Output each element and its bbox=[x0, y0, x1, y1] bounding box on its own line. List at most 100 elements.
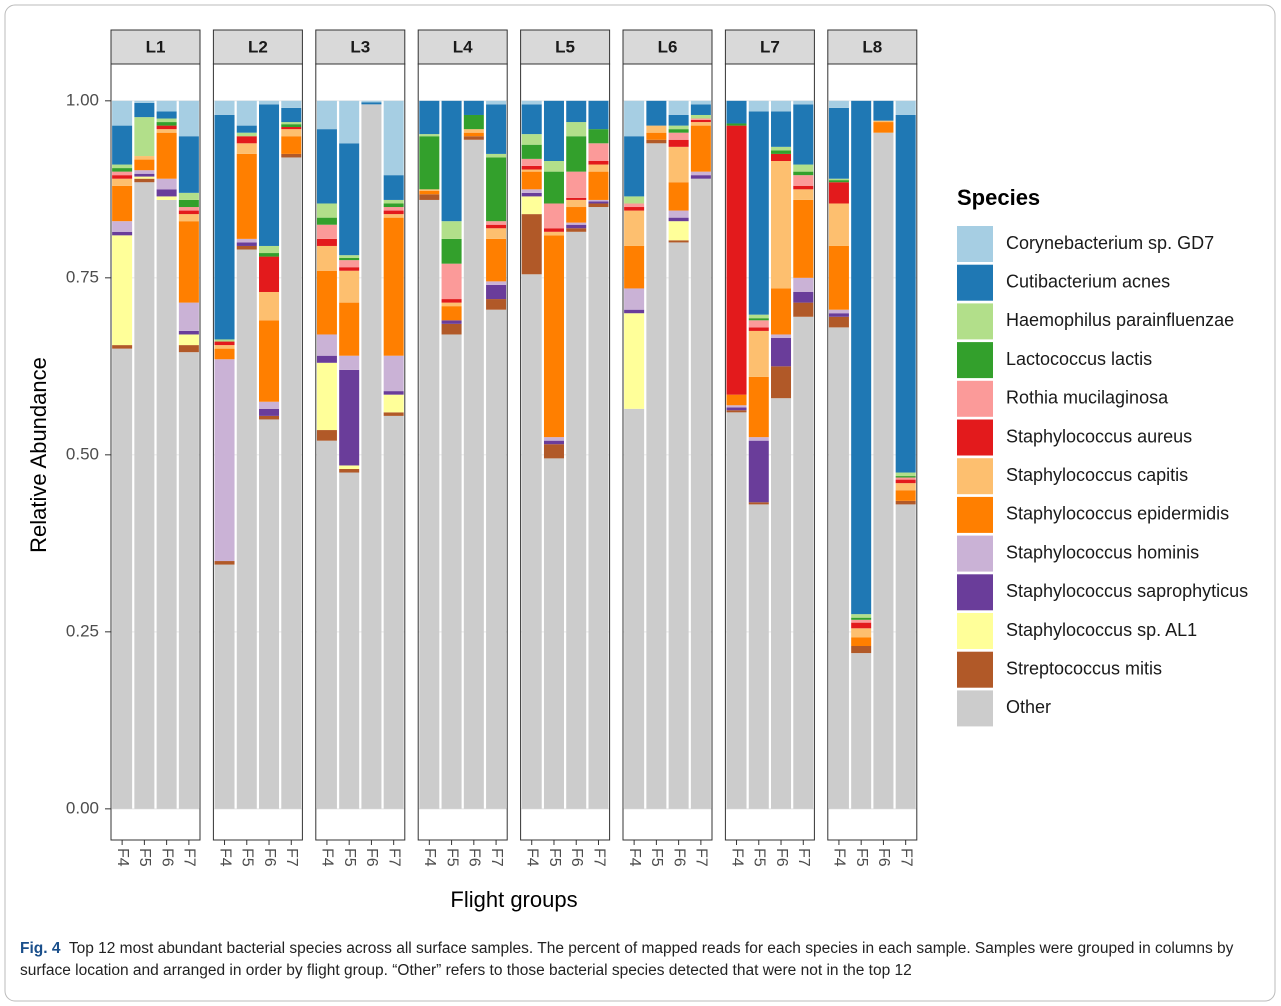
strip bbox=[212, 29, 303, 65]
bar-segment bbox=[259, 100, 280, 105]
bar-segment bbox=[771, 161, 792, 289]
bar-segment bbox=[214, 339, 235, 342]
bar-segment bbox=[156, 132, 177, 179]
bar-segment bbox=[178, 136, 199, 193]
bar-segment bbox=[646, 125, 667, 133]
bar-segment bbox=[793, 171, 814, 176]
bar-segment bbox=[543, 228, 564, 232]
bar-segment bbox=[895, 477, 916, 480]
x-tick-label: F5 bbox=[341, 848, 358, 867]
bar-segment bbox=[486, 224, 507, 229]
x-tick-label: F7 bbox=[693, 848, 710, 867]
panel-border bbox=[622, 63, 713, 841]
panel-border bbox=[724, 63, 815, 841]
bar-segment bbox=[793, 291, 814, 303]
bar-segment bbox=[793, 164, 814, 172]
bar-segment bbox=[134, 156, 155, 160]
bar-segment bbox=[178, 210, 199, 215]
bar-segment bbox=[588, 201, 609, 204]
bar-segment bbox=[316, 245, 337, 271]
bar-segment bbox=[690, 119, 711, 123]
y-tick-label: 0.50 bbox=[66, 444, 99, 463]
bar-segment bbox=[895, 483, 916, 491]
bar-segment bbox=[895, 114, 916, 473]
bar-segment bbox=[441, 323, 462, 335]
legend-key bbox=[957, 303, 993, 340]
bar-segment bbox=[281, 107, 302, 123]
bar-segment bbox=[828, 316, 849, 328]
bar-segment bbox=[419, 199, 440, 809]
bar-segment bbox=[624, 136, 645, 197]
legend-label: Staphylococcus epidermidis bbox=[1006, 504, 1229, 524]
bar-segment bbox=[236, 136, 257, 144]
x-tick-label: F6 bbox=[875, 848, 892, 867]
bar-segment bbox=[543, 171, 564, 204]
bar-segment bbox=[793, 302, 814, 317]
bar-segment bbox=[771, 111, 792, 147]
bar-segment bbox=[543, 100, 564, 161]
bar-segment bbox=[668, 139, 689, 147]
legend-label: Haemophilus parainfluenzae bbox=[1006, 310, 1234, 330]
y-tick-label: 0.25 bbox=[66, 621, 99, 640]
panel-label: L6 bbox=[658, 37, 678, 56]
bar-segment bbox=[281, 153, 302, 158]
bar-segment bbox=[178, 334, 199, 346]
bar-segment bbox=[521, 144, 542, 159]
x-tick-label: F6 bbox=[466, 848, 483, 867]
bar-segment bbox=[895, 476, 916, 478]
bar-segment bbox=[748, 440, 769, 503]
y-tick-label: 0.75 bbox=[66, 267, 99, 286]
bar-segment bbox=[214, 348, 235, 360]
bar-segment bbox=[281, 157, 302, 809]
bar-segment bbox=[748, 330, 769, 377]
bar-segment bbox=[828, 180, 849, 183]
x-tick-label: F4 bbox=[728, 848, 745, 867]
bar-segment bbox=[178, 221, 199, 303]
bar-segment bbox=[419, 100, 440, 135]
strip bbox=[417, 29, 508, 65]
bar-segment bbox=[588, 203, 609, 208]
bar-segment bbox=[339, 468, 360, 473]
legend-label: Cutibacterium acnes bbox=[1006, 271, 1170, 291]
bar-segment bbox=[112, 221, 133, 232]
bar-segment bbox=[281, 129, 302, 137]
bar-segment bbox=[851, 622, 872, 629]
bar-segment bbox=[259, 320, 280, 402]
bar-segment bbox=[851, 100, 872, 615]
bar-segment bbox=[441, 238, 462, 264]
bar-segment bbox=[463, 114, 484, 130]
bar-segment bbox=[486, 281, 507, 285]
bar-segment bbox=[236, 238, 257, 243]
legend-key bbox=[957, 535, 993, 572]
bar-segment bbox=[339, 143, 360, 256]
legend-key bbox=[957, 690, 993, 727]
bar-segment bbox=[566, 171, 587, 198]
bar-segment bbox=[339, 258, 360, 261]
legend-key bbox=[957, 651, 993, 688]
bar-segment bbox=[134, 100, 155, 103]
bar-segment bbox=[851, 653, 872, 809]
bar-segment bbox=[134, 170, 155, 174]
bar-segment bbox=[383, 217, 404, 356]
bar-segment bbox=[668, 114, 689, 126]
bar-segment bbox=[486, 153, 507, 158]
bar-segment bbox=[726, 410, 747, 413]
bar-segment bbox=[793, 100, 814, 105]
legend-key bbox=[957, 380, 993, 417]
x-tick-label: F7 bbox=[590, 848, 607, 867]
bar-segment bbox=[793, 175, 814, 186]
bar-segment bbox=[771, 288, 792, 335]
bar-segment bbox=[624, 203, 645, 208]
bar-segment bbox=[134, 102, 155, 118]
bar-segment bbox=[156, 100, 177, 112]
bar-segment bbox=[112, 178, 133, 186]
bar-segment bbox=[134, 117, 155, 157]
bar-segment bbox=[873, 132, 894, 809]
x-tick-label: F4 bbox=[831, 848, 848, 867]
bar-segment bbox=[214, 359, 235, 562]
bar-segment bbox=[726, 394, 747, 406]
bar-segment bbox=[236, 132, 257, 137]
bar-segment bbox=[771, 153, 792, 161]
bar-segment bbox=[624, 210, 645, 246]
